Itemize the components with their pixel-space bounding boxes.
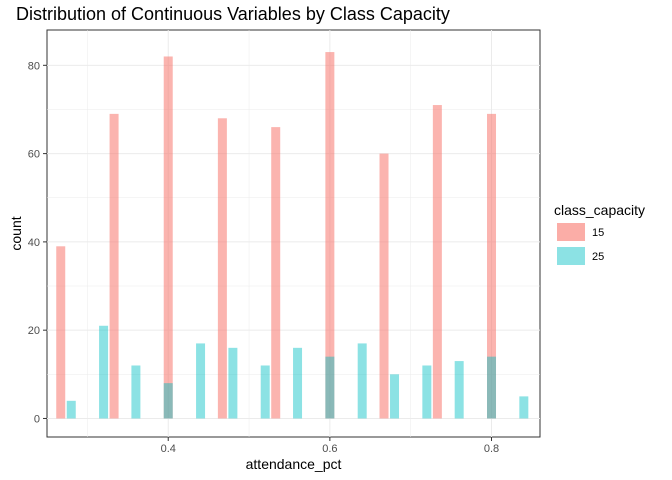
bar-25-7 [293, 347, 303, 419]
x-tick-label: 0.4 [161, 443, 176, 455]
y-tick-label: 60 [28, 149, 40, 161]
bar-25-13 [487, 356, 497, 419]
x-tick-label: 0.8 [484, 443, 499, 455]
bar-25-8 [325, 356, 335, 419]
x-tick-label: 0.6 [322, 443, 337, 455]
bars-series-15 [56, 52, 497, 419]
bar-25-10 [390, 374, 400, 419]
legend-label-25: 25 [592, 251, 604, 263]
legend-label-15: 15 [592, 227, 604, 239]
y-axis-title: count [8, 216, 24, 250]
y-tick-label: 40 [28, 237, 40, 249]
legend-key-25 [557, 247, 585, 265]
y-tick-label: 80 [28, 60, 40, 72]
bar-15-1 [109, 113, 119, 419]
bar-25-4 [196, 343, 206, 419]
bar-15-0 [56, 246, 66, 419]
legend-key-15 [557, 223, 585, 241]
bar-25-0 [66, 400, 76, 419]
bar-15-7 [432, 105, 442, 419]
bar-25-6 [260, 365, 270, 419]
chart-title: Distribution of Continuous Variables by … [16, 4, 450, 24]
plot-panel [46, 29, 541, 438]
bar-15-8 [487, 113, 497, 419]
x-axis-title: attendance_pct [246, 456, 342, 472]
bar-25-3 [163, 383, 173, 419]
bar-15-3 [217, 118, 227, 419]
y-axis: 0 20 40 60 80 [28, 60, 47, 425]
grid-lines [47, 30, 540, 437]
bar-25-9 [357, 343, 367, 419]
bar-25-14 [519, 396, 529, 419]
bar-15-5 [325, 52, 335, 419]
legend-title: class_capacity [554, 202, 645, 218]
bar-15-2 [163, 56, 173, 419]
y-tick-label: 0 [34, 413, 40, 425]
bar-15-4 [271, 127, 281, 419]
bar-25-5 [228, 347, 238, 419]
bar-15-6 [379, 153, 389, 419]
bar-25-2 [131, 365, 141, 419]
bar-25-11 [422, 365, 432, 419]
y-tick-label: 20 [28, 325, 40, 337]
bars-series-25 [66, 325, 529, 419]
x-axis: 0.4 0.6 0.8 [161, 437, 499, 455]
legend: class_capacity 15 25 [554, 202, 645, 265]
bar-25-12 [454, 361, 464, 419]
bar-25-1 [99, 325, 109, 419]
